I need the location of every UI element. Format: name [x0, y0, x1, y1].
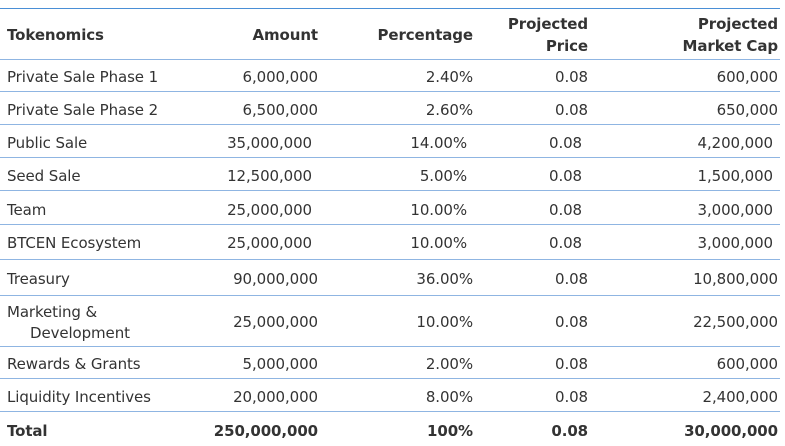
- row-divider: [0, 59, 780, 60]
- row-percentage: 10.00%: [410, 234, 467, 252]
- row-divider: [0, 411, 780, 412]
- row-percentage: 14.00%: [410, 134, 467, 152]
- row-label: Private Sale Phase 2: [7, 101, 159, 119]
- total-price: 0.08: [551, 422, 588, 440]
- row-divider: [0, 190, 780, 191]
- row-price: 0.08: [555, 313, 588, 331]
- row-divider: [0, 295, 780, 296]
- header-projected-cap-line1: Projected: [697, 15, 778, 33]
- row-amount: 25,000,000: [227, 201, 312, 219]
- row-market-cap: 3,000,000: [697, 234, 774, 252]
- row-amount: 90,000,000: [233, 270, 318, 288]
- row-market-cap: 600,000: [716, 68, 778, 86]
- row-label: Seed Sale: [7, 167, 81, 185]
- row-price: 0.08: [549, 134, 582, 152]
- row-percentage: 10.00%: [410, 201, 467, 219]
- header-amount: Amount: [252, 26, 319, 44]
- row-percentage: 2.00%: [425, 355, 473, 373]
- row-percentage: 8.00%: [425, 388, 473, 406]
- row-price: 0.08: [555, 101, 588, 119]
- row-amount: 25,000,000: [227, 234, 312, 252]
- header-tokenomics: Tokenomics: [7, 26, 104, 44]
- row-price: 0.08: [555, 388, 588, 406]
- total-amount: 250,000,000: [213, 422, 318, 440]
- header-projected-price-line1: Projected: [507, 15, 588, 33]
- row-amount: 6,000,000: [242, 68, 319, 86]
- row-amount: 25,000,000: [233, 313, 318, 331]
- row-market-cap: 22,500,000: [693, 313, 778, 331]
- total-market-cap: 30,000,000: [684, 422, 778, 440]
- row-label: Liquidity Incentives: [7, 388, 151, 406]
- row-divider: [0, 224, 780, 225]
- row-divider: [0, 91, 780, 92]
- row-price: 0.08: [555, 68, 588, 86]
- row-divider: [0, 124, 780, 125]
- row-label: Public Sale: [7, 134, 88, 152]
- row-market-cap: 650,000: [716, 101, 778, 119]
- row-amount: 5,000,000: [242, 355, 319, 373]
- row-market-cap: 1,500,000: [697, 167, 774, 185]
- row-label-line2: Development: [30, 324, 130, 342]
- row-price: 0.08: [555, 355, 588, 373]
- row-divider: [0, 157, 780, 158]
- row-label: Treasury: [7, 270, 70, 288]
- row-divider: [0, 378, 780, 379]
- row-label: Rewards & Grants: [7, 355, 141, 373]
- row-percentage: 36.00%: [416, 270, 473, 288]
- row-label-line1: Marketing &: [7, 303, 98, 321]
- row-amount: 12,500,000: [227, 167, 312, 185]
- header-projected-price-line2: Price: [545, 37, 588, 55]
- total-label: Total: [7, 422, 48, 440]
- row-price: 0.08: [555, 270, 588, 288]
- row-price: 0.08: [549, 234, 582, 252]
- row-market-cap: 4,200,000: [697, 134, 774, 152]
- row-label: Team: [7, 201, 47, 219]
- total-percentage: 100%: [427, 422, 473, 440]
- row-market-cap: 3,000,000: [697, 201, 774, 219]
- row-percentage: 2.60%: [425, 101, 473, 119]
- row-amount: 35,000,000: [227, 134, 312, 152]
- row-label: BTCEN Ecosystem: [7, 234, 142, 252]
- row-amount: 20,000,000: [233, 388, 318, 406]
- row-divider: [0, 259, 780, 260]
- table-top-rule: [0, 8, 780, 9]
- row-amount: 6,500,000: [242, 101, 319, 119]
- row-market-cap: 10,800,000: [693, 270, 778, 288]
- header-percentage: Percentage: [377, 26, 473, 44]
- row-price: 0.08: [549, 167, 582, 185]
- row-market-cap: 2,400,000: [702, 388, 779, 406]
- row-percentage: 10.00%: [416, 313, 473, 331]
- row-label: Private Sale Phase 1: [7, 68, 159, 86]
- row-percentage: 5.00%: [419, 167, 467, 185]
- header-projected-cap-line2: Market Cap: [682, 37, 779, 55]
- row-market-cap: 600,000: [716, 355, 778, 373]
- row-price: 0.08: [549, 201, 582, 219]
- row-percentage: 2.40%: [425, 68, 473, 86]
- row-divider: [0, 346, 780, 347]
